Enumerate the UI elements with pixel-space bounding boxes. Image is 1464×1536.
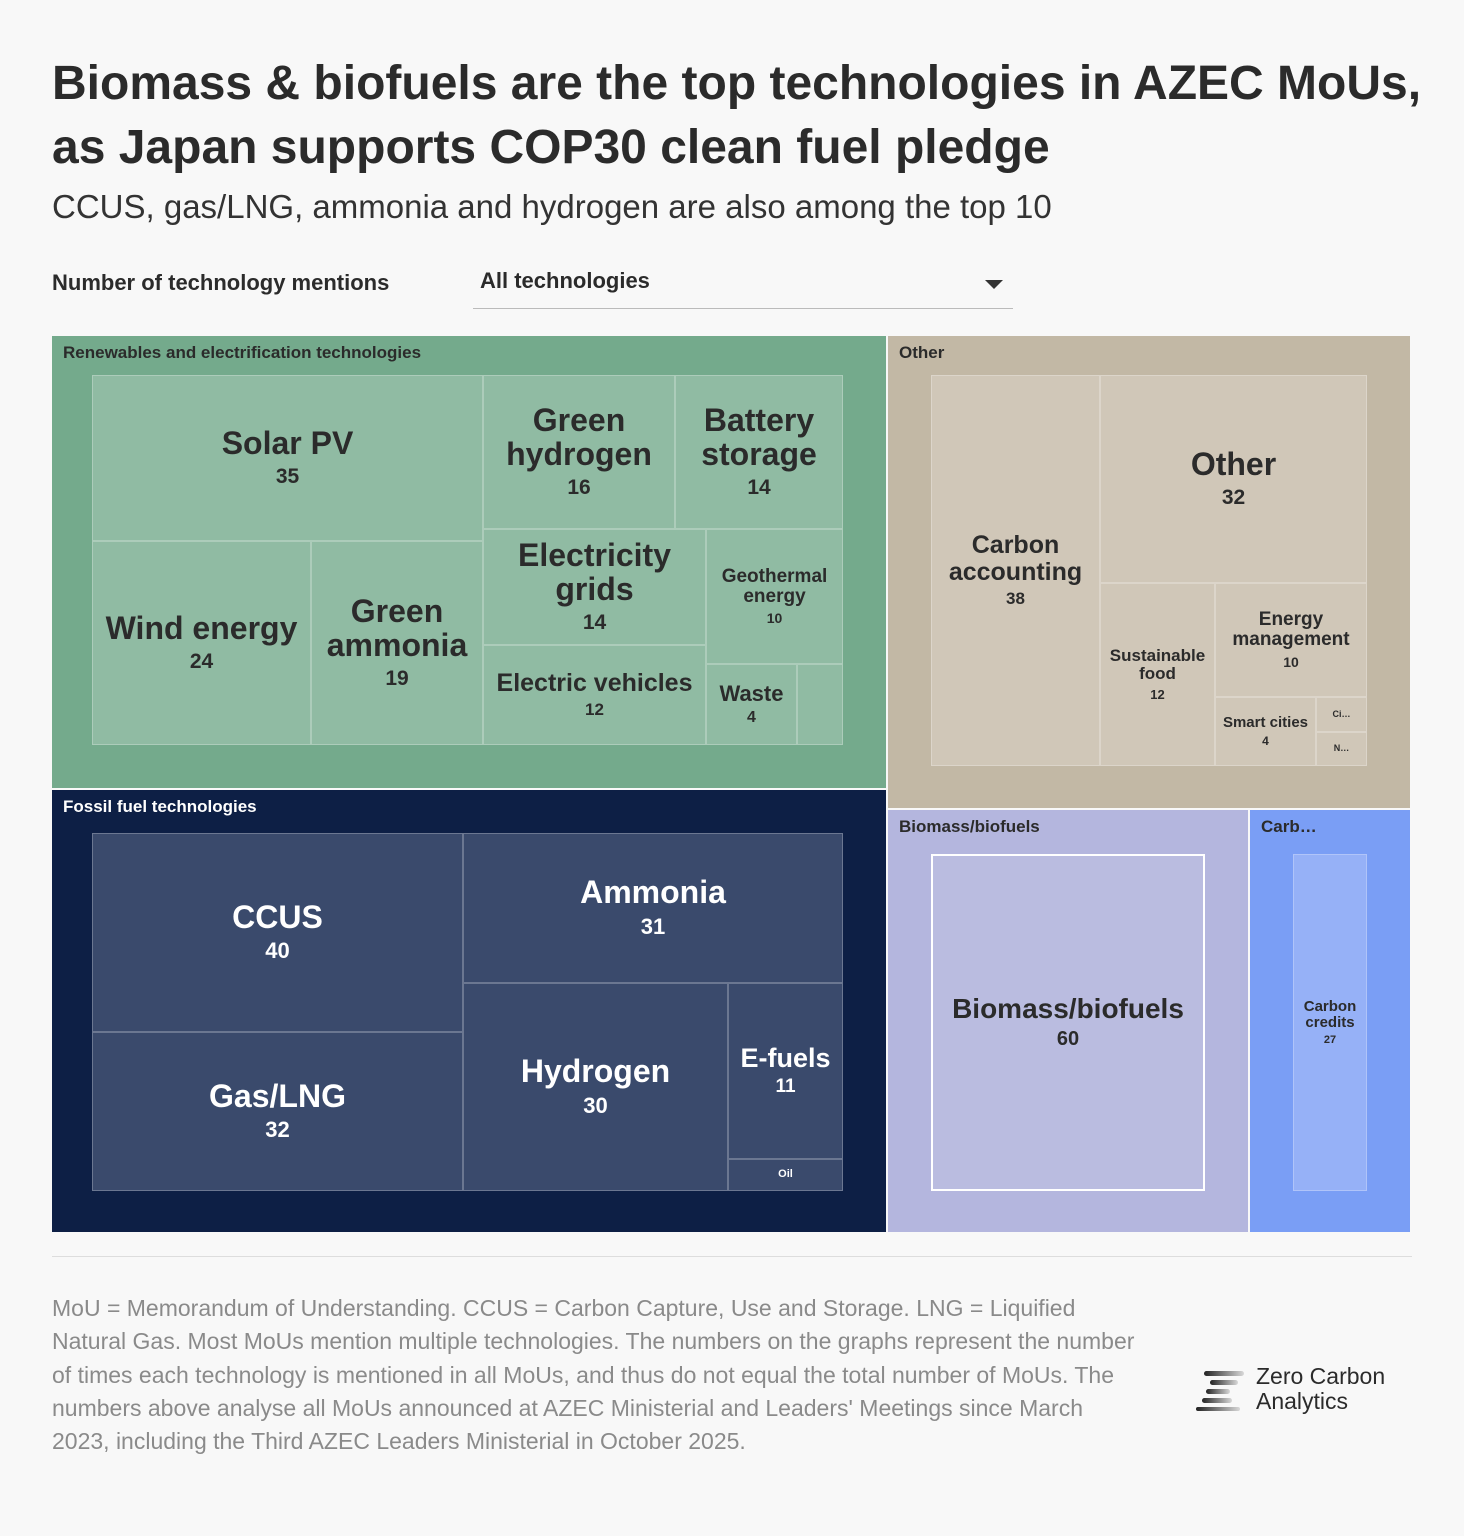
cell-label: Electric vehicles bbox=[496, 668, 693, 697]
cell-value: 10 bbox=[1283, 653, 1299, 670]
cell-label: Energy management bbox=[1232, 609, 1350, 650]
cell-value: 31 bbox=[640, 913, 666, 939]
logo: Zero Carbon Analytics bbox=[1196, 1364, 1385, 1414]
cell-battery-storage[interactable]: Battery storage 14 bbox=[675, 375, 843, 529]
cell-value: 4 bbox=[747, 709, 756, 727]
cell-electric-vehicles[interactable]: Electric vehicles 12 bbox=[483, 645, 706, 745]
cell-value: 11 bbox=[775, 1076, 796, 1098]
cell-energy-management[interactable]: Energy management 10 bbox=[1215, 583, 1367, 697]
cell-label: N… bbox=[1333, 743, 1350, 754]
cell-label: Electricity grids bbox=[518, 537, 671, 607]
cell-smart-cities[interactable]: Smart cities 4 bbox=[1215, 697, 1316, 766]
cell-gas-lng[interactable]: Gas/LNG 32 bbox=[92, 1032, 463, 1191]
cell-value: 40 bbox=[265, 938, 290, 964]
cell-electricity-grids[interactable]: Electricity grids 14 bbox=[483, 529, 706, 645]
technology-dropdown[interactable]: All technologies bbox=[473, 262, 1013, 309]
cell-value: 38 bbox=[1006, 588, 1025, 608]
cell-label: Wind energy bbox=[105, 610, 298, 647]
cell-label: CCUS bbox=[232, 898, 323, 935]
chart-subtitle: CCUS, gas/LNG, ammonia and hydrogen are … bbox=[52, 188, 1052, 225]
cell-hydrogen[interactable]: Hydrogen 30 bbox=[463, 983, 728, 1191]
cell-value: 30 bbox=[583, 1092, 608, 1118]
cell-geothermal-energy[interactable]: Geothermal energy 10 bbox=[706, 529, 843, 664]
cell-label: Sustainable food bbox=[1109, 646, 1206, 683]
cell-label: Smart cities bbox=[1222, 713, 1309, 731]
cell-value: 32 bbox=[265, 1117, 290, 1143]
cell-label: Gas/LNG bbox=[209, 1077, 346, 1114]
cell-carbon-accounting[interactable]: Carbon accounting 38 bbox=[931, 375, 1100, 766]
cell-n[interactable]: N… bbox=[1316, 732, 1367, 766]
cell-value: 19 bbox=[385, 666, 409, 690]
cell-label: Geothermal energy bbox=[721, 565, 828, 607]
cell-label: Carbon accounting bbox=[948, 531, 1083, 586]
dropdown-value: All technologies bbox=[480, 268, 650, 293]
cell-value: 10 bbox=[766, 610, 783, 627]
cell-label: Ammonia bbox=[580, 874, 726, 911]
cell-carbon-credits[interactable]: Carbon credits 27 bbox=[1293, 854, 1367, 1191]
divider bbox=[52, 1256, 1412, 1257]
group-label: Biomass/biofuels bbox=[899, 817, 1040, 836]
logo-line-2: Analytics bbox=[1256, 1388, 1349, 1414]
cell-value: 24 bbox=[189, 649, 214, 673]
cell-waste[interactable]: Waste 4 bbox=[706, 664, 797, 745]
cell-value: 60 bbox=[1056, 1027, 1080, 1050]
cell-value: 14 bbox=[747, 475, 771, 499]
cell-label: Green ammonia bbox=[326, 593, 468, 663]
chart-title: Biomass & biofuels are the top technolog… bbox=[52, 57, 1422, 174]
cell-label: Solar PV bbox=[221, 425, 354, 462]
zero-carbon-logo-icon bbox=[1196, 1371, 1244, 1411]
group-label: Carb… bbox=[1261, 817, 1317, 836]
group-label: Other bbox=[899, 343, 945, 362]
cell-ccus[interactable]: CCUS 40 bbox=[92, 833, 463, 1032]
cell-green-ammonia[interactable]: Green ammonia 19 bbox=[311, 541, 483, 745]
footnote: MoU = Memorandum of Understanding. CCUS … bbox=[52, 1295, 1135, 1455]
cell-value: 27 bbox=[1323, 1034, 1337, 1047]
cell-value: 12 bbox=[585, 700, 604, 720]
chevron-down-icon bbox=[985, 280, 1003, 289]
cell-value: 4 bbox=[1262, 734, 1269, 749]
cell-green-hydrogen[interactable]: Green hydrogen 16 bbox=[483, 375, 675, 529]
cell-ci[interactable]: Ci… bbox=[1316, 697, 1367, 732]
cell-unlabeled[interactable] bbox=[797, 664, 843, 745]
cell-value: 14 bbox=[582, 610, 607, 634]
cell-label: Hydrogen bbox=[520, 1053, 671, 1090]
cell-label: Battery storage bbox=[701, 402, 817, 472]
cell-value: 16 bbox=[567, 475, 591, 499]
cell-ammonia[interactable]: Ammonia 31 bbox=[463, 833, 843, 983]
cell-value: 35 bbox=[275, 464, 300, 488]
cell-value: 32 bbox=[1221, 485, 1246, 509]
cell-label: Ci… bbox=[1332, 708, 1351, 719]
group-label: Fossil fuel technologies bbox=[63, 797, 257, 816]
cell-label: Biomass/biofuels bbox=[952, 993, 1184, 1025]
cell-value: 12 bbox=[1150, 686, 1165, 702]
logo-line-1: Zero Carbon bbox=[1256, 1363, 1386, 1389]
cell-other[interactable]: Other 32 bbox=[1100, 375, 1367, 583]
cell-label: Green hydrogen bbox=[506, 402, 652, 472]
cell-label: E-fuels bbox=[740, 1042, 831, 1073]
cell-oil[interactable]: Oil bbox=[728, 1159, 843, 1191]
cell-label: Oil bbox=[778, 1168, 793, 1181]
filter-label: Number of technology mentions bbox=[52, 270, 390, 295]
cell-sustainable-food[interactable]: Sustainable food 12 bbox=[1100, 583, 1215, 766]
cell-wind-energy[interactable]: Wind energy 24 bbox=[92, 541, 311, 745]
cell-solar-pv[interactable]: Solar PV 35 bbox=[92, 375, 483, 541]
group-label: Renewables and electrification technolog… bbox=[63, 343, 422, 362]
cell-biomass-biofuels[interactable]: Biomass/biofuels 60 bbox=[931, 854, 1205, 1191]
cell-label: Waste bbox=[719, 680, 784, 706]
cell-label: Other bbox=[1190, 446, 1277, 483]
cell-label: Carbon credits bbox=[1303, 997, 1357, 1031]
cell-e-fuels[interactable]: E-fuels 11 bbox=[728, 983, 843, 1159]
